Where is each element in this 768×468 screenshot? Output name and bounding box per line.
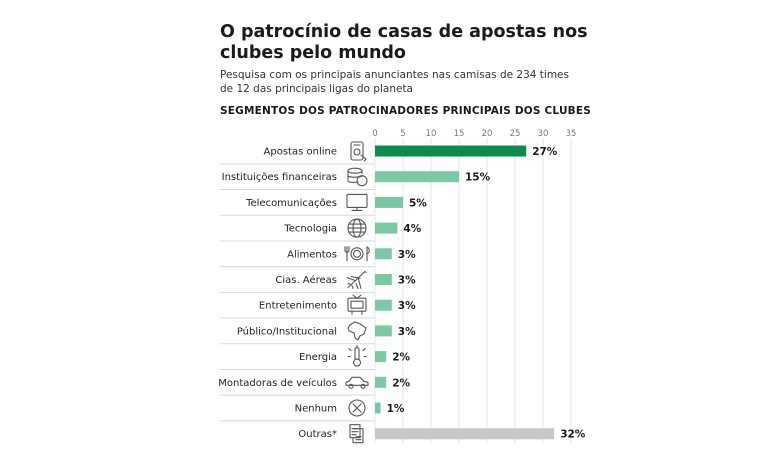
coins-icon bbox=[347, 167, 368, 187]
category-label: Nenhum bbox=[295, 404, 337, 415]
plate-cutlery-icon bbox=[344, 246, 370, 262]
bar bbox=[375, 248, 392, 260]
data-label: 2% bbox=[392, 377, 410, 389]
television-icon bbox=[347, 294, 367, 315]
data-label: 27% bbox=[532, 146, 558, 158]
x-tick-label: 15 bbox=[454, 129, 465, 139]
category-label: Cias. Aéreas bbox=[275, 274, 337, 286]
page-title: O patrocínio de casas de apostas nos clu… bbox=[220, 22, 588, 63]
page-subtitle: Pesquisa com os principais anunciantes n… bbox=[220, 69, 569, 95]
bar bbox=[375, 428, 555, 440]
bar bbox=[375, 299, 392, 311]
x-circle-icon bbox=[348, 399, 366, 417]
data-label: 5% bbox=[409, 197, 427, 209]
bar bbox=[375, 325, 392, 337]
x-tick-label: 0 bbox=[372, 129, 377, 139]
category-label: Tecnologia bbox=[283, 224, 337, 235]
bar bbox=[375, 222, 398, 234]
airplane-icon bbox=[346, 270, 367, 290]
globe-icon bbox=[347, 218, 367, 238]
x-tick-label: 35 bbox=[566, 129, 577, 139]
category-label: Alimentos bbox=[287, 249, 337, 260]
phone-betting-icon bbox=[350, 141, 367, 162]
data-label: 3% bbox=[398, 300, 416, 312]
bar bbox=[375, 196, 403, 208]
data-label: 2% bbox=[392, 352, 410, 364]
data-label: 4% bbox=[403, 223, 421, 235]
bar bbox=[375, 171, 459, 183]
bar bbox=[375, 351, 387, 363]
x-tick-label: 5 bbox=[400, 129, 405, 139]
data-label: 32% bbox=[560, 429, 586, 441]
x-tick-label: 30 bbox=[538, 129, 549, 139]
category-label: Entretenimento bbox=[259, 301, 337, 312]
data-label: 3% bbox=[398, 249, 416, 261]
thermometer-icon bbox=[347, 345, 367, 367]
bar bbox=[375, 145, 527, 157]
category-label: Apostas online bbox=[264, 147, 337, 158]
bar bbox=[375, 376, 387, 388]
data-label: 1% bbox=[387, 403, 405, 415]
documents-icon bbox=[349, 424, 364, 444]
x-tick-label: 10 bbox=[426, 129, 437, 139]
data-label: 3% bbox=[398, 275, 416, 287]
data-label: 15% bbox=[465, 172, 491, 184]
brazil-map-icon bbox=[347, 321, 367, 341]
category-label: Montadoras de veículos bbox=[218, 377, 337, 389]
category-label: Outras* bbox=[298, 429, 337, 440]
category-label: Instituições financeiras bbox=[222, 172, 337, 183]
bar bbox=[375, 274, 392, 285]
car-icon bbox=[345, 376, 369, 389]
bar bbox=[375, 402, 381, 414]
chart-title: SEGMENTOS DOS PATROCINADORES PRINCIPAIS … bbox=[220, 105, 592, 117]
category-label: Público/Institucional bbox=[237, 325, 337, 337]
monitor-icon bbox=[346, 193, 368, 211]
category-label: Telecomunicações bbox=[245, 198, 337, 209]
data-label: 3% bbox=[398, 326, 416, 338]
category-label: Energia bbox=[299, 352, 337, 363]
x-tick-label: 20 bbox=[482, 129, 493, 139]
x-tick-label: 25 bbox=[510, 129, 521, 139]
